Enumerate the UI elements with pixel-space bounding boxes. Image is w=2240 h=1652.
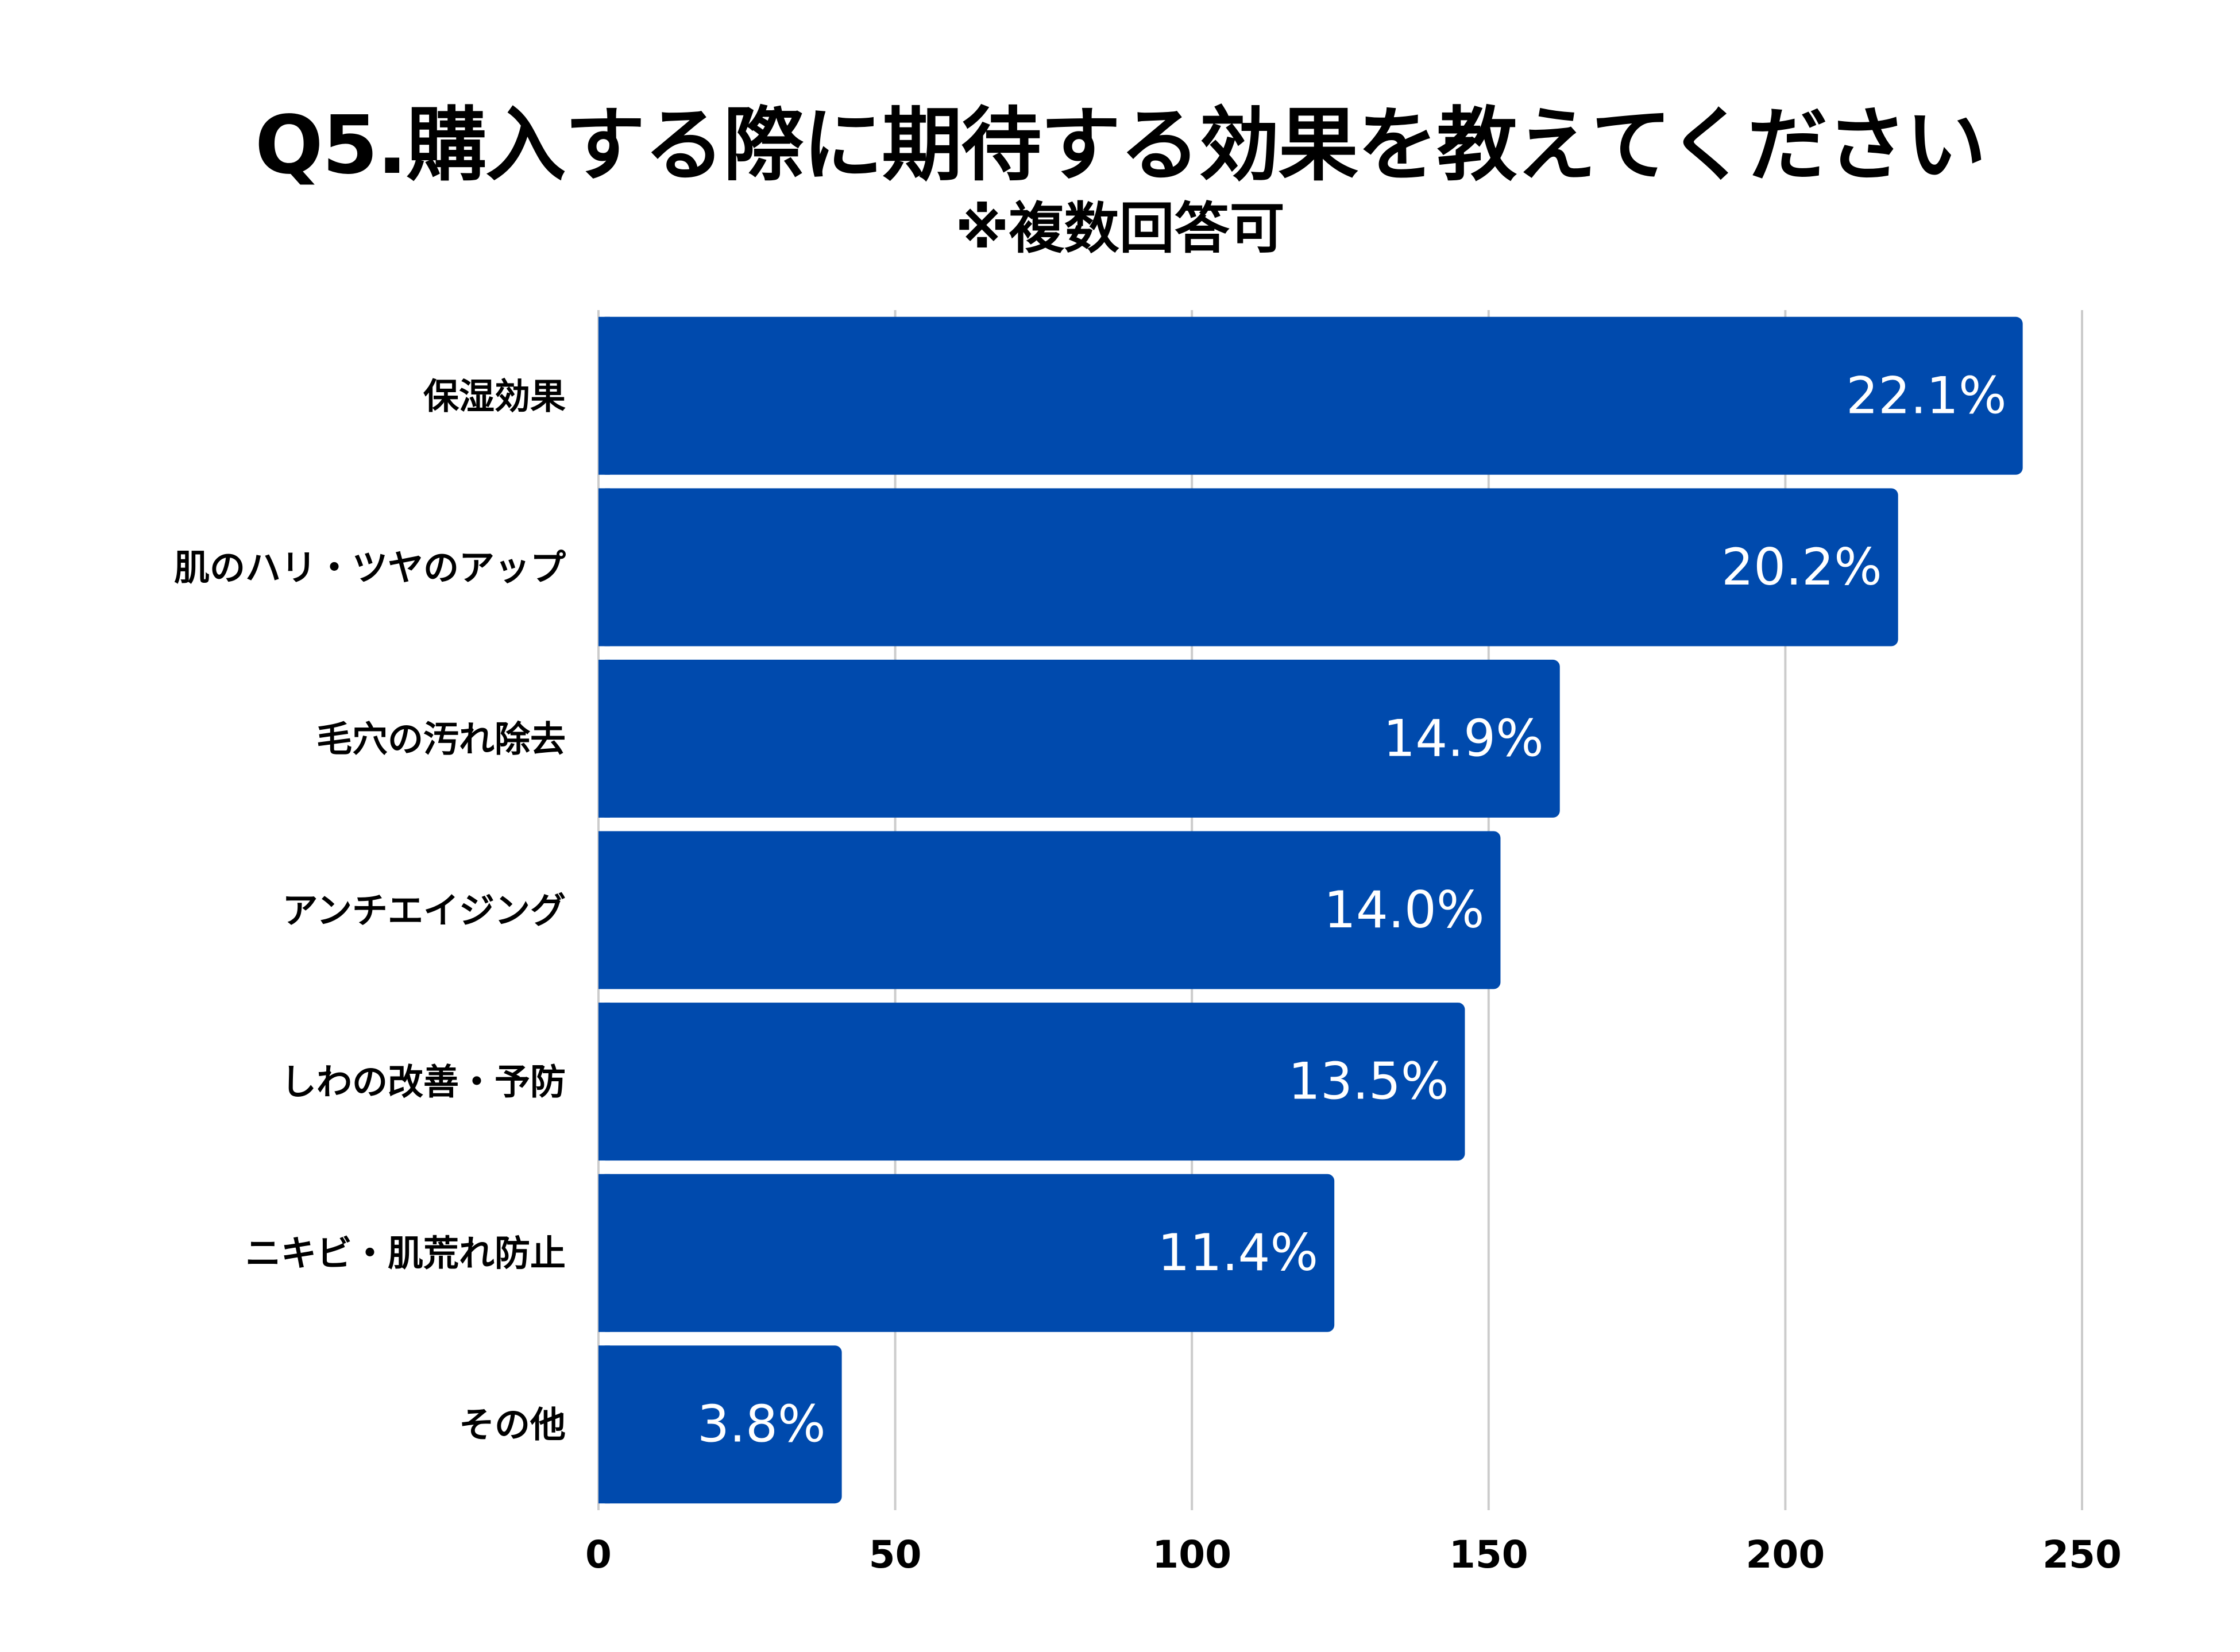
data-label: 14.0%: [1324, 880, 1485, 939]
bar-4: [598, 831, 1501, 989]
x-tick-label: 250: [2042, 1533, 2122, 1577]
x-axis-ticks: 0 50 100 150 200 250: [585, 1533, 2122, 1577]
bar-6: [598, 1174, 1335, 1332]
category-labels: 保湿効果肌のハリ・ツヤのアップ毛穴の汚れ除去アンチエイジングしわの改善・予防ニキ…: [174, 375, 566, 1445]
category-label: 肌のハリ・ツヤのアップ: [174, 547, 566, 589]
x-tick-label: 200: [1746, 1533, 1825, 1577]
x-tick-label: 100: [1152, 1533, 1231, 1577]
bar-1: [598, 316, 2023, 475]
data-label: 13.5%: [1288, 1052, 1449, 1111]
bar-2: [598, 488, 1898, 647]
category-label: ニキビ・肌荒れ防止: [245, 1232, 566, 1274]
bar-3: [598, 659, 1560, 818]
data-label: 20.2%: [1721, 537, 1882, 597]
bar-7: [598, 1345, 842, 1504]
category-label: しわの改善・予防: [281, 1061, 566, 1103]
category-label: その他: [459, 1404, 566, 1446]
category-label: アンチエイジング: [282, 889, 566, 931]
data-label: 11.4%: [1158, 1223, 1319, 1282]
x-tick-label: 0: [585, 1533, 612, 1577]
bar-edge-7: [598, 1345, 610, 1504]
bar-edge-5: [598, 1003, 610, 1161]
category-label: 保湿効果: [423, 375, 566, 417]
category-label: 毛穴の汚れ除去: [316, 718, 566, 760]
data-label: 14.9%: [1383, 709, 1544, 768]
bar-edge-3: [598, 659, 610, 818]
chart-subtitle: ※複数回答可: [955, 196, 1285, 261]
data-label: 3.8%: [697, 1395, 826, 1454]
bar-edge-6: [598, 1174, 610, 1332]
data-label: 22.1%: [1846, 366, 2007, 425]
x-tick-label: 150: [1449, 1533, 1528, 1577]
bar-edge-1: [598, 316, 610, 475]
bar-edge-2: [598, 488, 610, 647]
chart-title: Q5.購入する際に期待する効果を教えてください: [254, 99, 1986, 192]
bar-edge-4: [598, 831, 610, 989]
bars-group: 22.1% 20.2% 14.9% 14.0% 13.5% 11.4% 3.8%: [598, 316, 2023, 1504]
bar-5: [598, 1003, 1465, 1161]
x-tick-label: 50: [869, 1533, 922, 1577]
